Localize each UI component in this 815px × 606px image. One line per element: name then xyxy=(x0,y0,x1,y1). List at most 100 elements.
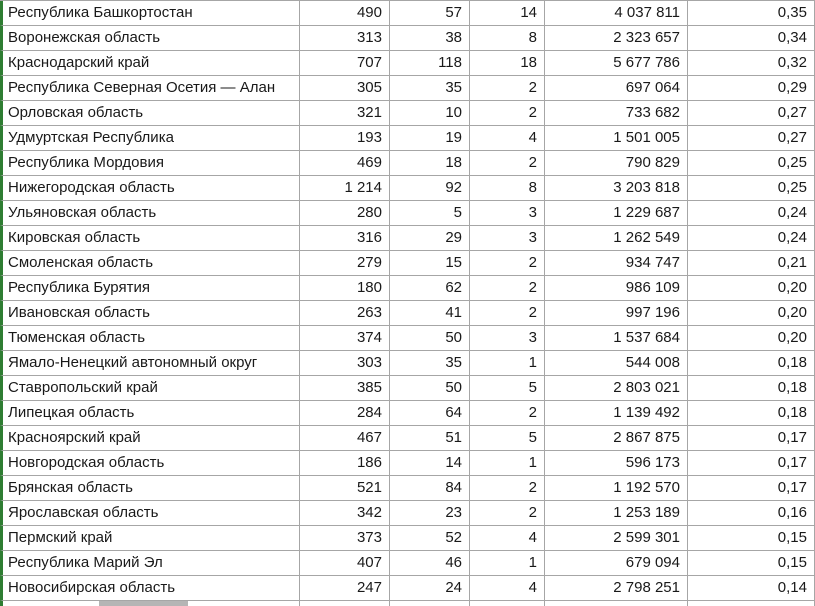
cell-ratio[interactable]: 0,24 xyxy=(688,226,815,251)
cell-value-1[interactable]: 469 xyxy=(300,151,390,176)
cell-value-3[interactable]: 2 xyxy=(470,301,545,326)
cell-value-1[interactable]: 186 xyxy=(300,451,390,476)
cell-population[interactable]: 1 192 570 xyxy=(545,476,688,501)
cell-value-3[interactable]: 4 xyxy=(470,526,545,551)
cell-value-1[interactable]: 521 xyxy=(300,476,390,501)
cell-value-3[interactable]: 8 xyxy=(470,176,545,201)
cell-value-3[interactable]: 2 xyxy=(470,501,545,526)
cell-population[interactable]: 2 803 021 xyxy=(545,376,688,401)
cell-ratio[interactable]: 0,17 xyxy=(688,426,815,451)
cell-region-name[interactable]: Ярославская область xyxy=(0,501,300,526)
cell-ratio[interactable]: 0,32 xyxy=(688,51,815,76)
cell-ratio[interactable]: 0,21 xyxy=(688,251,815,276)
cell-value-2[interactable]: 52 xyxy=(390,526,470,551)
cell-value-1[interactable]: 284 xyxy=(300,401,390,426)
cell-ratio[interactable]: 0,27 xyxy=(688,126,815,151)
cell-population[interactable]: 790 829 xyxy=(545,151,688,176)
cell-value-1[interactable]: 280 xyxy=(300,201,390,226)
cell-value-2[interactable]: 14 xyxy=(390,451,470,476)
cell-ratio[interactable]: 0,20 xyxy=(688,326,815,351)
cell-region-name[interactable]: Липецкая область xyxy=(0,401,300,426)
cell-value-3[interactable]: 5 xyxy=(470,376,545,401)
cell-region-name[interactable]: Республика Марий Эл xyxy=(0,551,300,576)
cell-ratio[interactable]: 0,25 xyxy=(688,151,815,176)
cell-ratio[interactable]: 0,20 xyxy=(688,301,815,326)
cell-ratio[interactable]: 0,34 xyxy=(688,26,815,51)
cell-value-2[interactable]: 35 xyxy=(390,76,470,101)
cell-value-2[interactable]: 64 xyxy=(390,401,470,426)
cell-value-1[interactable]: 407 xyxy=(300,551,390,576)
cell-value-2[interactable]: 35 xyxy=(390,351,470,376)
cell-population[interactable]: 679 094 xyxy=(545,551,688,576)
cell-value-3[interactable]: 18 xyxy=(470,51,545,76)
cell-value-1[interactable]: 342 xyxy=(300,501,390,526)
cell-region-name[interactable]: Воронежская область xyxy=(0,26,300,51)
cell-value-3[interactable]: 1 xyxy=(470,451,545,476)
cell-region-name[interactable]: Республика Мордовия xyxy=(0,151,300,176)
cell-population[interactable]: 1 262 549 xyxy=(545,226,688,251)
cell-value-1[interactable]: 313 xyxy=(300,26,390,51)
cell-region-name[interactable]: Брянская область xyxy=(0,476,300,501)
cell-value-3[interactable]: 3 xyxy=(470,226,545,251)
cell-value-1[interactable]: 305 xyxy=(300,76,390,101)
cell-region-name[interactable]: Ставропольский край xyxy=(0,376,300,401)
cell-region-name[interactable]: Ивановская область xyxy=(0,301,300,326)
cell-population[interactable]: 5 677 786 xyxy=(545,51,688,76)
cell-value-1[interactable]: 316 xyxy=(300,226,390,251)
cell-region-name[interactable]: Красноярский край xyxy=(0,426,300,451)
cell-value-2[interactable]: 92 xyxy=(390,176,470,201)
cell-ratio[interactable]: 0,17 xyxy=(688,451,815,476)
cell-value-2[interactable]: 5 xyxy=(390,201,470,226)
cell-population[interactable]: 544 008 xyxy=(545,351,688,376)
cell-value-3[interactable]: 2 xyxy=(470,401,545,426)
cell-population[interactable]: 1 537 684 xyxy=(545,326,688,351)
cell-value-1[interactable]: 180 xyxy=(300,276,390,301)
cell-value-2[interactable]: 50 xyxy=(390,376,470,401)
cell-ratio[interactable]: 0,18 xyxy=(688,401,815,426)
cell-value-3[interactable]: 14 xyxy=(470,1,545,26)
cell-ratio[interactable]: 0,18 xyxy=(688,376,815,401)
cell-value-3[interactable]: 3 xyxy=(470,201,545,226)
cell-value-2[interactable]: 46 xyxy=(390,551,470,576)
cell-population[interactable]: 2 599 301 xyxy=(545,526,688,551)
cell-value-2[interactable]: 18 xyxy=(390,151,470,176)
cell-region-name[interactable]: Пермский край xyxy=(0,526,300,551)
cell-population[interactable]: 2 323 657 xyxy=(545,26,688,51)
cell-region-name[interactable]: Удмуртская Республика xyxy=(0,126,300,151)
cell-value-1[interactable]: 321 xyxy=(300,101,390,126)
cell-value-3[interactable]: 4 xyxy=(470,126,545,151)
cell-population[interactable]: 1 229 687 xyxy=(545,201,688,226)
cell-value-2[interactable]: 15 xyxy=(390,251,470,276)
cell-value-1[interactable]: 303 xyxy=(300,351,390,376)
cell-value-3[interactable]: 1 xyxy=(470,551,545,576)
cell-value-1[interactable]: 1 214 xyxy=(300,176,390,201)
cell-ratio[interactable]: 0,35 xyxy=(688,1,815,26)
cell-population[interactable]: 596 173 xyxy=(545,451,688,476)
cell-population[interactable]: 934 747 xyxy=(545,251,688,276)
cell-region-name[interactable]: Нижегородская область xyxy=(0,176,300,201)
cell-ratio[interactable]: 0,18 xyxy=(688,351,815,376)
cell-value-2[interactable]: 51 xyxy=(390,426,470,451)
cell-population[interactable]: 2 867 875 xyxy=(545,426,688,451)
cell-region-name[interactable]: Смоленская область xyxy=(0,251,300,276)
cell-ratio[interactable]: 0,25 xyxy=(688,176,815,201)
cell-value-3[interactable]: 2 xyxy=(470,276,545,301)
cell-ratio[interactable]: 0,16 xyxy=(688,501,815,526)
cell-population[interactable]: 4 037 811 xyxy=(545,1,688,26)
cell-value-1[interactable]: 373 xyxy=(300,526,390,551)
cell-value-3[interactable]: 3 xyxy=(470,326,545,351)
cell-region-name[interactable]: Ульяновская область xyxy=(0,201,300,226)
cell-value-2[interactable]: 23 xyxy=(390,501,470,526)
cell-population[interactable]: 3 203 818 xyxy=(545,176,688,201)
cell-value-2[interactable]: 19 xyxy=(390,126,470,151)
cell-value-1[interactable]: 247 xyxy=(300,576,390,601)
cell-value-2[interactable]: 24 xyxy=(390,576,470,601)
cell-region-name[interactable]: Тюменская область xyxy=(0,326,300,351)
cell-value-3[interactable]: 2 xyxy=(470,151,545,176)
cell-value-1[interactable]: 263 xyxy=(300,301,390,326)
cell-value-2[interactable]: 62 xyxy=(390,276,470,301)
cell-value-3[interactable]: 2 xyxy=(470,251,545,276)
cell-value-3[interactable]: 2 xyxy=(470,76,545,101)
cell-region-name[interactable]: Краснодарский край xyxy=(0,51,300,76)
cell-ratio[interactable]: 0,20 xyxy=(688,276,815,301)
